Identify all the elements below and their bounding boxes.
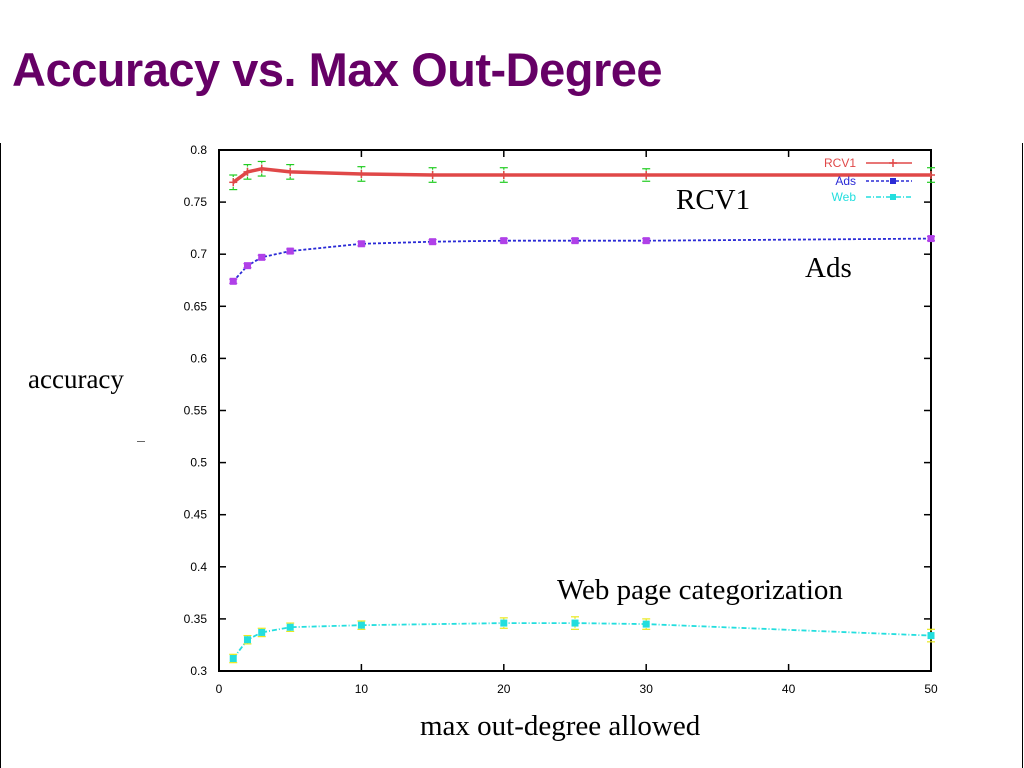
y-axis-label: accuracy xyxy=(28,364,124,394)
data-point-ads xyxy=(357,240,365,248)
stray-dash-mark xyxy=(137,441,145,442)
x-tick-label: 0 xyxy=(216,682,223,696)
y-tick-label: 0.8 xyxy=(190,143,207,157)
frame-left-border xyxy=(0,143,1,768)
x-tick-label: 10 xyxy=(355,682,369,696)
legend-label-rcv1: RCV1 xyxy=(824,156,856,170)
data-point-ads xyxy=(258,253,266,261)
y-tick-label: 0.3 xyxy=(190,664,207,678)
data-point-web xyxy=(286,623,294,631)
data-point-ads xyxy=(500,237,508,245)
y-tick-label: 0.75 xyxy=(184,195,208,209)
series-line-rcv1 xyxy=(232,167,931,184)
data-point-web xyxy=(642,620,650,628)
data-point-ads xyxy=(286,247,294,255)
legend-label-web: Web xyxy=(832,190,857,204)
y-tick-label: 0.65 xyxy=(184,299,208,313)
y-tick-label: 0.4 xyxy=(190,560,207,574)
annotation-ads: Ads xyxy=(805,252,852,284)
annotation-web: Web page categorization xyxy=(557,574,843,606)
y-tick-label: 0.45 xyxy=(184,508,208,522)
data-point-web xyxy=(229,654,237,662)
data-point-web xyxy=(243,636,251,644)
legend-label-ads: Ads xyxy=(835,174,856,188)
data-point-ads xyxy=(642,237,650,245)
legend-marker-ads xyxy=(890,178,896,184)
data-point-web xyxy=(357,621,365,629)
x-tick-label: 40 xyxy=(782,682,796,696)
y-tick-label: 0.35 xyxy=(184,612,208,626)
data-point-ads xyxy=(229,277,237,285)
legend-marker-web xyxy=(890,194,896,200)
data-point-ads xyxy=(927,235,935,243)
x-tick-label: 20 xyxy=(497,682,511,696)
y-tick-label: 0.55 xyxy=(184,404,208,418)
x-axis-label: max out-degree allowed xyxy=(420,710,701,742)
x-tick-label: 50 xyxy=(924,682,938,696)
y-tick-label: 0.6 xyxy=(190,351,207,365)
y-tick-label: 0.5 xyxy=(190,456,207,470)
series-line-web xyxy=(232,622,932,660)
data-point-web xyxy=(571,619,579,627)
data-point-ads xyxy=(243,262,251,270)
x-tick-label: 30 xyxy=(640,682,654,696)
slide-title: Accuracy vs. Max Out-Degree xyxy=(12,43,663,96)
frame-right-border xyxy=(1022,143,1023,768)
data-point-ads xyxy=(429,238,437,246)
series-line-ads xyxy=(232,237,932,282)
annotation-rcv1: RCV1 xyxy=(676,184,751,216)
data-point-web xyxy=(927,632,935,640)
data-point-web xyxy=(258,628,266,636)
y-tick-label: 0.7 xyxy=(190,247,207,261)
data-point-web xyxy=(500,619,508,627)
data-point-ads xyxy=(571,237,579,245)
